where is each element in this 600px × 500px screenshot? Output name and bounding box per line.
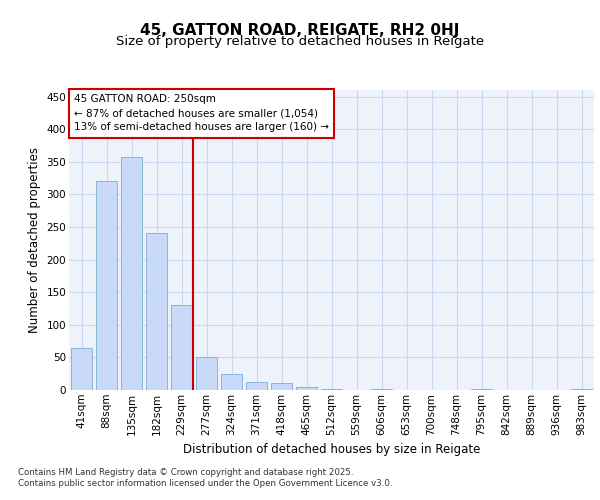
Text: 45 GATTON ROAD: 250sqm
← 87% of detached houses are smaller (1,054)
13% of semi-: 45 GATTON ROAD: 250sqm ← 87% of detached… <box>74 94 329 132</box>
Bar <box>121 156 142 390</box>
X-axis label: Distribution of detached houses by size in Reigate: Distribution of detached houses by size … <box>183 443 480 456</box>
Bar <box>146 234 167 390</box>
Text: Contains HM Land Registry data © Crown copyright and database right 2025.
Contai: Contains HM Land Registry data © Crown c… <box>18 468 392 487</box>
Bar <box>96 182 117 390</box>
Bar <box>296 388 317 390</box>
Bar <box>246 382 267 390</box>
Text: 45, GATTON ROAD, REIGATE, RH2 0HJ: 45, GATTON ROAD, REIGATE, RH2 0HJ <box>140 22 460 38</box>
Bar <box>71 348 92 390</box>
Bar <box>171 305 192 390</box>
Bar <box>196 358 217 390</box>
Bar <box>221 374 242 390</box>
Bar <box>271 384 292 390</box>
Y-axis label: Number of detached properties: Number of detached properties <box>28 147 41 333</box>
Text: Size of property relative to detached houses in Reigate: Size of property relative to detached ho… <box>116 35 484 48</box>
